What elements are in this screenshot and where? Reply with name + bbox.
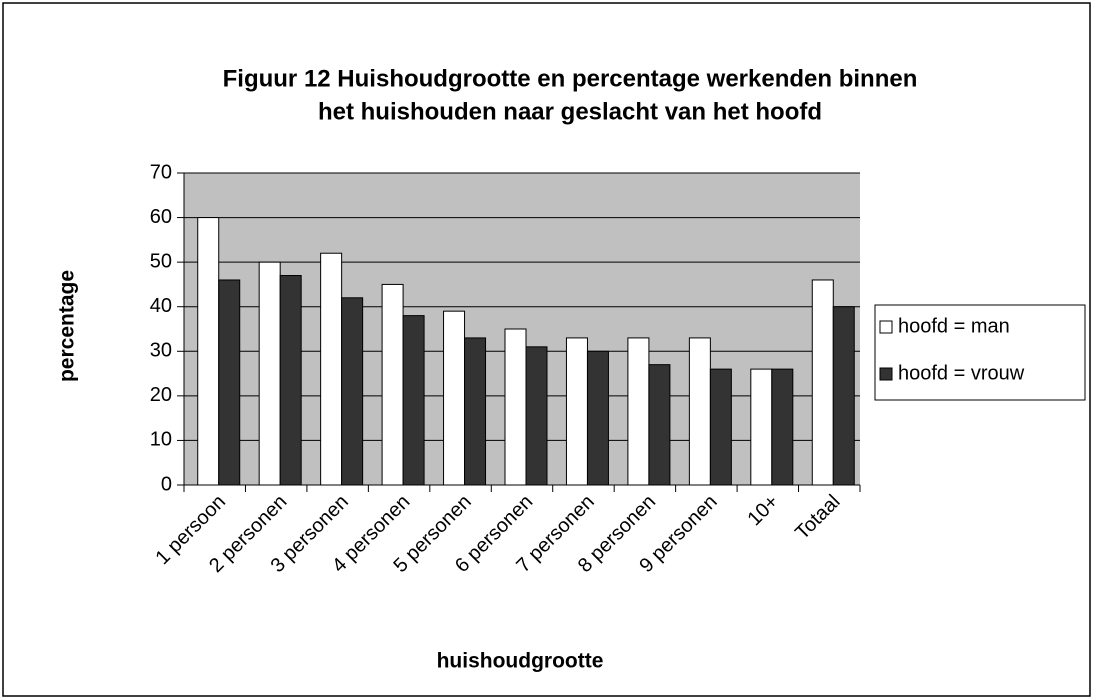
bar xyxy=(320,252,343,486)
bar xyxy=(218,279,241,486)
bar xyxy=(443,310,466,486)
bar xyxy=(688,337,711,486)
bar xyxy=(258,261,281,486)
legend-swatch xyxy=(879,320,893,334)
bar xyxy=(565,337,588,486)
y-tick-label: 10 xyxy=(150,429,172,451)
y-tick-label: 30 xyxy=(150,340,172,362)
y-tick-label: 0 xyxy=(161,473,172,495)
bar xyxy=(279,275,302,486)
legend-label: hoofd = vrouw xyxy=(898,362,1025,384)
bar xyxy=(750,368,773,486)
chart-title: Figuur 12 Huishoudgrootte en percentage … xyxy=(223,65,918,92)
bar xyxy=(464,337,487,486)
bar xyxy=(504,328,527,486)
bar xyxy=(648,364,671,486)
bar xyxy=(402,315,425,486)
bar xyxy=(381,283,404,486)
bar xyxy=(586,350,609,486)
bar xyxy=(771,368,794,486)
legend-swatch xyxy=(879,367,893,381)
y-tick-label: 40 xyxy=(150,295,172,317)
bar xyxy=(709,368,732,486)
bar xyxy=(627,337,650,486)
chart-title: het huishouden naar geslacht van het hoo… xyxy=(318,98,822,125)
bar xyxy=(525,346,548,486)
legend-label: hoofd = man xyxy=(898,315,1010,337)
bar xyxy=(832,306,855,486)
legend-box xyxy=(874,304,1086,401)
bar xyxy=(341,297,364,486)
y-tick-label: 50 xyxy=(150,250,172,272)
bar xyxy=(197,217,220,486)
y-tick-label: 60 xyxy=(150,206,172,228)
x-axis-title: huishoudgrootte xyxy=(437,650,604,673)
y-axis-title: percentage xyxy=(56,270,79,382)
bar xyxy=(811,279,834,486)
y-tick-label: 20 xyxy=(150,384,172,406)
y-tick-label: 70 xyxy=(150,161,172,183)
